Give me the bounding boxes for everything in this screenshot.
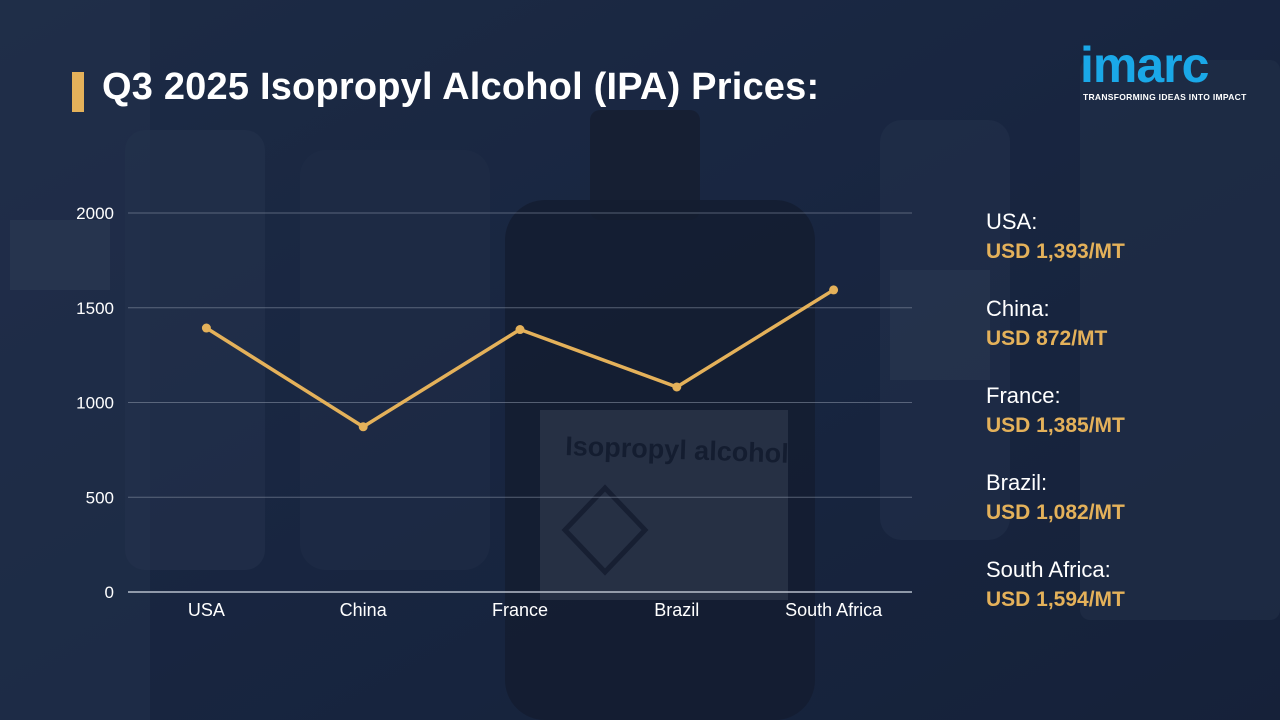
legend-item-brazil: Brazil: USD 1,082/MT — [986, 469, 1266, 556]
legend-item-usa: USA: USD 1,393/MT — [986, 208, 1266, 295]
x-tick-label: France — [492, 600, 548, 620]
legend-value: USD 1,393/MT — [986, 240, 1125, 263]
data-point — [201, 323, 211, 333]
legend-label: Brazil: — [986, 470, 1048, 495]
x-tick-label: Brazil — [654, 600, 699, 620]
y-tick-label: 1000 — [76, 394, 114, 413]
y-tick-label: 500 — [86, 488, 114, 507]
y-tick-label: 2000 — [76, 204, 114, 223]
x-tick-label: USA — [188, 600, 225, 620]
legend-label: USA: — [986, 209, 1038, 234]
data-point — [672, 382, 682, 392]
data-point — [358, 422, 368, 432]
logo-wordmark: imarc — [1080, 37, 1209, 93]
legend-label: South Africa: — [986, 557, 1111, 582]
page-title: Q3 2025 Isopropyl Alcohol (IPA) Prices: — [102, 66, 820, 108]
legend-value: USD 1,594/MT — [986, 588, 1125, 611]
legend-label: France: — [986, 383, 1061, 408]
legend-value: USD 1,385/MT — [986, 414, 1125, 437]
imarc-logo: imarc TRANSFORMING IDEAS INTO IMPACT — [1080, 30, 1250, 105]
price-legend: USA: USD 1,393/MT China: USD 872/MT Fran… — [986, 208, 1266, 643]
legend-value: USD 872/MT — [986, 327, 1108, 350]
y-tick-label: 0 — [105, 583, 114, 602]
x-tick-label: China — [340, 600, 388, 620]
legend-item-france: France: USD 1,385/MT — [986, 382, 1266, 469]
y-tick-label: 1500 — [76, 299, 114, 318]
x-tick-label: South Africa — [785, 600, 883, 620]
legend-value: USD 1,082/MT — [986, 501, 1125, 524]
data-point — [515, 325, 525, 335]
legend-label: China: — [986, 296, 1050, 321]
legend-item-china: China: USD 872/MT — [986, 295, 1266, 382]
series-line — [204, 288, 836, 429]
logo-tagline: TRANSFORMING IDEAS INTO IMPACT — [1083, 92, 1247, 102]
data-point — [829, 285, 839, 295]
title-accent-bar — [72, 72, 84, 112]
legend-item-south-africa: South Africa: USD 1,594/MT — [986, 556, 1266, 643]
